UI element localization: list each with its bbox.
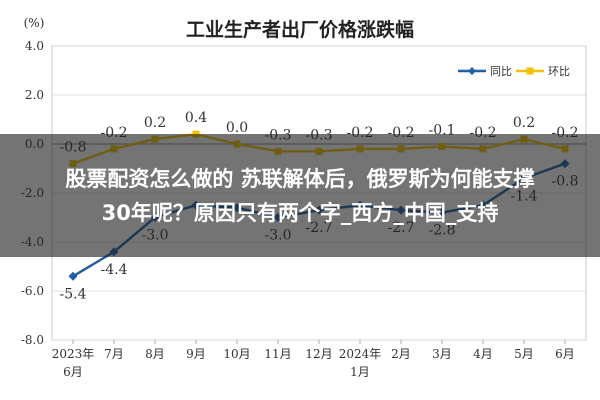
data-label: 0.2 bbox=[513, 115, 535, 131]
legend: 同比 环比 bbox=[458, 65, 570, 78]
x-tick-label: 12月 bbox=[305, 347, 332, 361]
legend-label: 同比 bbox=[490, 65, 512, 78]
legend-label: 环比 bbox=[548, 65, 570, 78]
legend-swatch-marker bbox=[468, 67, 476, 75]
chart-title: 工业生产者出厂价格涨跌幅 bbox=[186, 18, 414, 41]
x-tick-label: 4月 bbox=[473, 347, 493, 361]
overlay-banner: 股票配资怎么做的 苏联解体后，俄罗斯为何能支撑 30年呢？原因只有两个字_西方_… bbox=[0, 134, 600, 257]
x-tick-label: 2024年 1月 bbox=[339, 347, 382, 379]
data-label: 0.4 bbox=[185, 110, 207, 126]
overlay-line-1: 股票配资怎么做的 苏联解体后，俄罗斯为何能支撑 bbox=[65, 166, 535, 191]
x-tick-label: 9月 bbox=[186, 347, 206, 361]
y-axis-unit: (%) bbox=[24, 16, 45, 30]
x-tick-label: 10月 bbox=[223, 347, 250, 361]
x-tick-label: 3月 bbox=[432, 347, 452, 361]
data-point bbox=[68, 271, 78, 281]
x-tick-label: 5月 bbox=[514, 347, 534, 361]
x-tick-label: 6月 bbox=[555, 347, 575, 361]
y-tick-label: -6.0 bbox=[21, 284, 44, 298]
y-tick-label: 2.0 bbox=[25, 88, 44, 102]
x-tick-label: 2月 bbox=[391, 347, 411, 361]
x-tick-label: 8月 bbox=[145, 347, 165, 361]
data-label: 0.0 bbox=[226, 120, 248, 136]
y-tick-label: 4.0 bbox=[25, 39, 44, 53]
x-tick-label: 2023年 6月 bbox=[52, 347, 95, 379]
legend-swatch-marker bbox=[526, 67, 534, 75]
x-tick-label: 11月 bbox=[264, 347, 291, 361]
x-tick-label: 7月 bbox=[104, 347, 124, 361]
x-axis-ticks: 2023年 6月 7月 8月 9月 10月 11月 12月 2024年 1月 2月 3月 4月 5月 6月 bbox=[52, 340, 575, 379]
data-label: -4.4 bbox=[101, 262, 128, 278]
overlay-line-2: 30年呢？原因只有两个字_西方_中国_支持 bbox=[101, 200, 499, 225]
data-label: 0.2 bbox=[144, 115, 166, 131]
y-tick-label: -8.0 bbox=[21, 333, 44, 347]
data-label: -5.4 bbox=[60, 286, 87, 302]
